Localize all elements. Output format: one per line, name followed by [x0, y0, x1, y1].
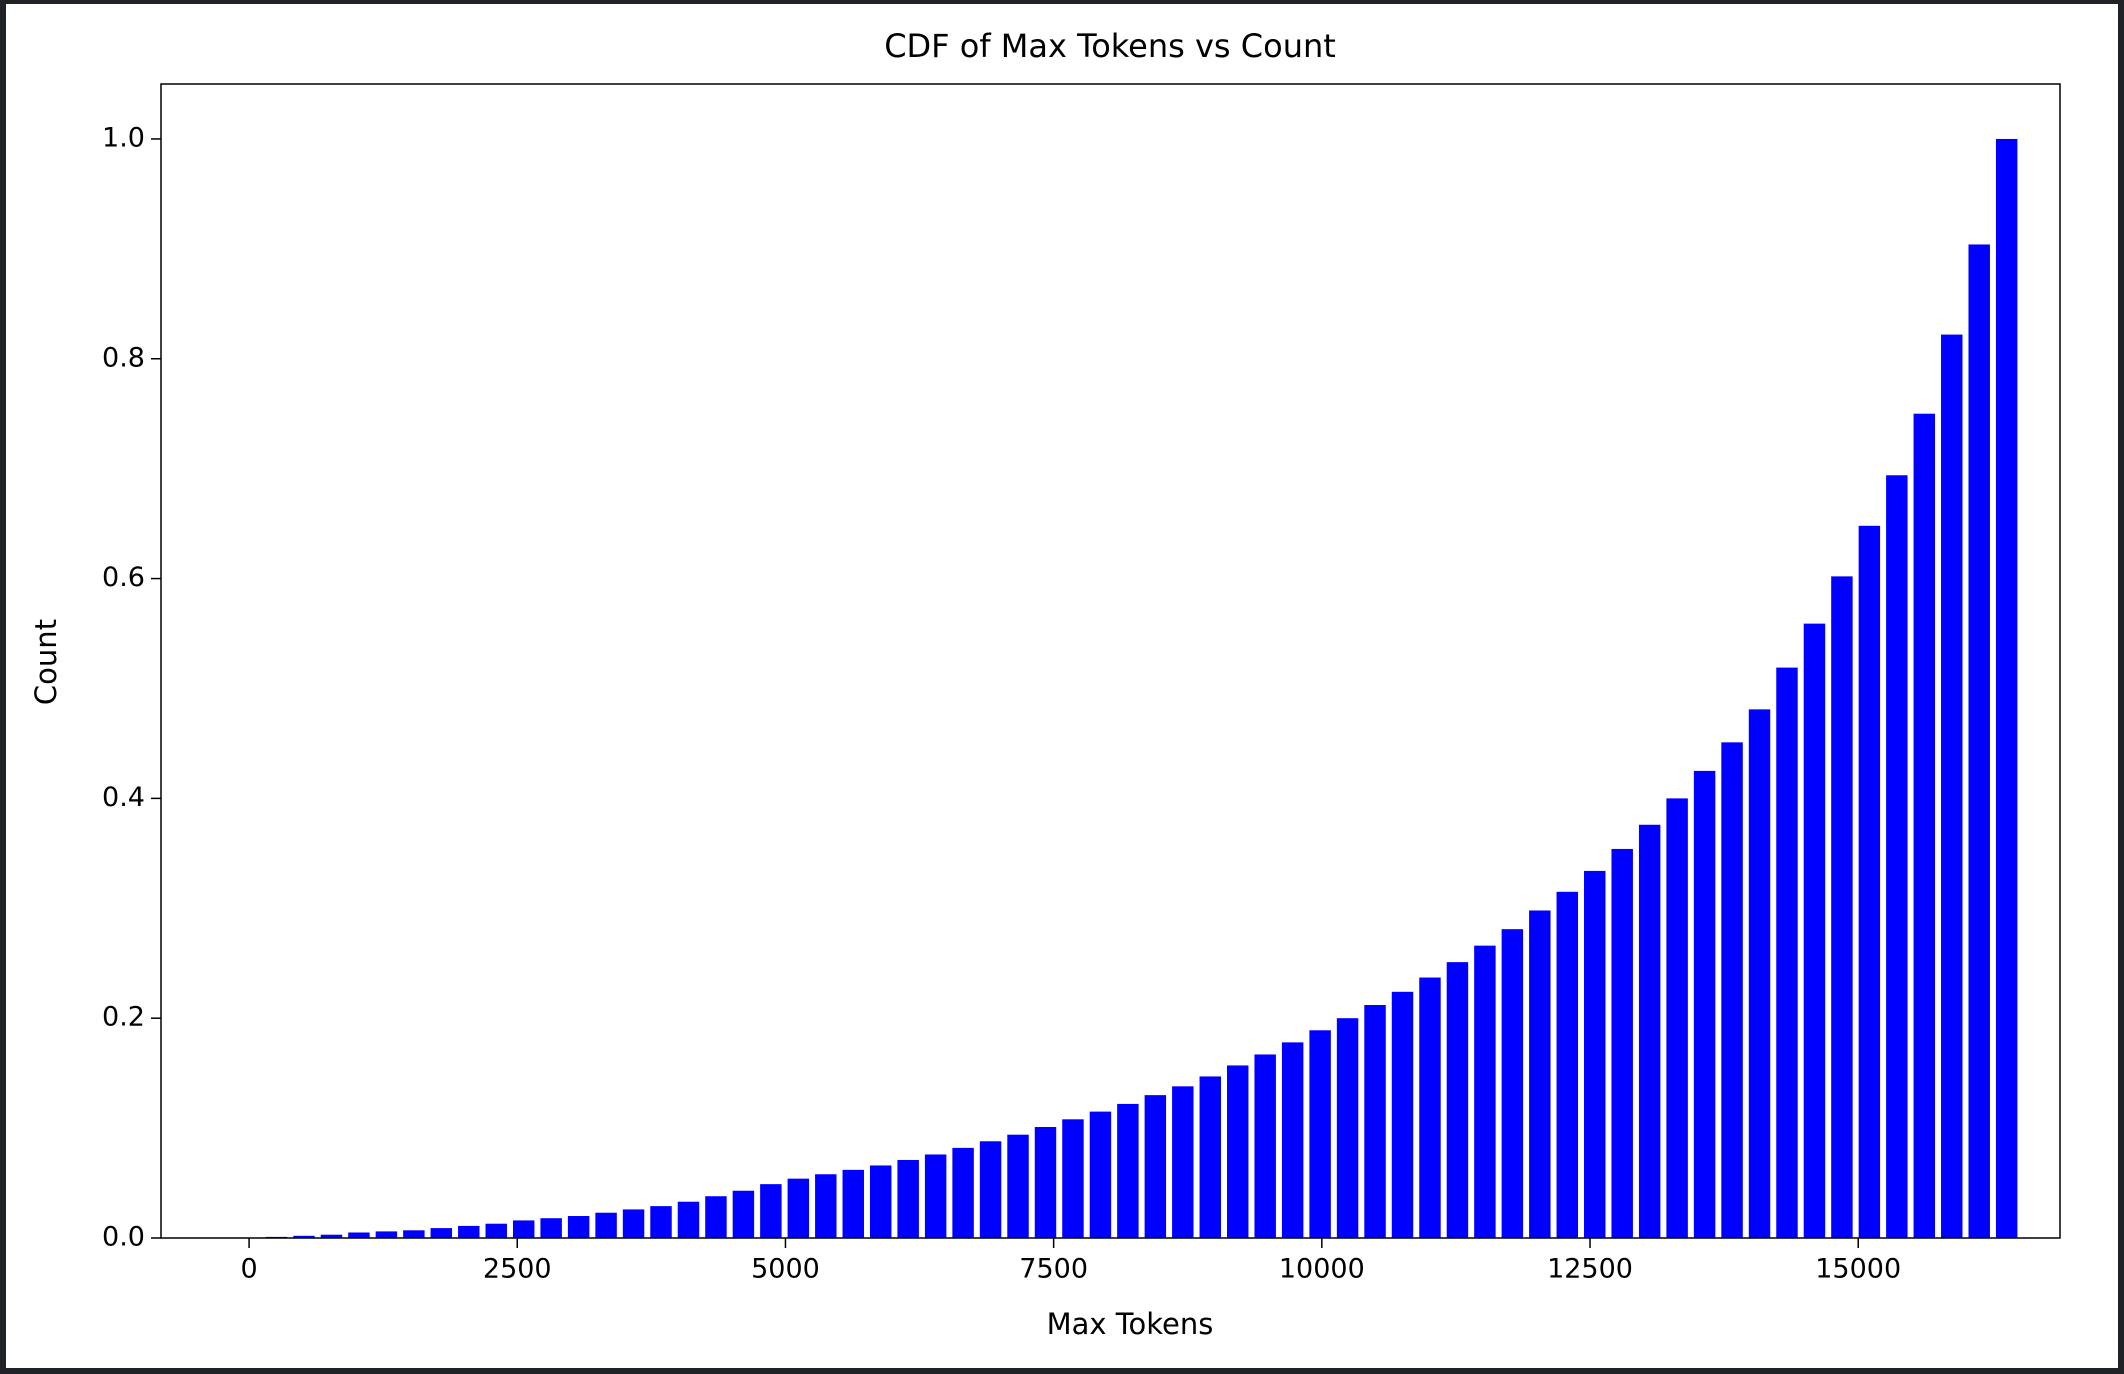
bar [1995, 138, 2018, 1238]
bar [403, 1230, 425, 1238]
bar [430, 1228, 453, 1238]
y-tick-label: 0.8 [102, 342, 145, 373]
bar [677, 1201, 700, 1238]
bar [512, 1220, 535, 1238]
bar [1611, 848, 1633, 1238]
bar [1556, 891, 1579, 1238]
bar [924, 1154, 947, 1238]
bar [1529, 910, 1551, 1238]
bar [595, 1212, 617, 1238]
bar [1446, 962, 1469, 1238]
bar [1364, 1005, 1386, 1238]
x-tick-label: 5000 [751, 1254, 820, 1285]
bar [1803, 623, 1826, 1238]
bar [1638, 824, 1661, 1238]
bar [1281, 1042, 1304, 1238]
bar [1144, 1095, 1167, 1238]
bar [1062, 1119, 1084, 1238]
bar [1117, 1103, 1139, 1238]
bar [458, 1225, 480, 1238]
bar [1474, 945, 1496, 1238]
plot-frame [160, 83, 2061, 1239]
bar [1501, 929, 1524, 1238]
chart-title: CDF of Max Tokens vs Count [884, 27, 1336, 65]
y-tick-label: 0.4 [102, 782, 145, 813]
bar [1391, 991, 1414, 1238]
bar [1831, 576, 1853, 1238]
bar [1584, 870, 1606, 1238]
bar [485, 1223, 507, 1238]
x-tick-label: 0 [240, 1254, 257, 1285]
bar [1748, 709, 1771, 1238]
bar [1776, 667, 1798, 1238]
bar [1007, 1134, 1029, 1238]
bar [1227, 1065, 1249, 1238]
bar [979, 1141, 1002, 1238]
bar [1419, 977, 1441, 1238]
bar [705, 1196, 727, 1238]
bar [1666, 798, 1688, 1238]
bar [1968, 244, 1990, 1239]
bar [1886, 475, 1908, 1238]
bar [1254, 1054, 1276, 1238]
bar [293, 1235, 315, 1238]
bar [760, 1184, 782, 1238]
y-axis-label: Count [29, 619, 63, 705]
bar [815, 1174, 837, 1238]
bar [787, 1178, 810, 1238]
bar [897, 1159, 919, 1238]
y-tick-label: 0.0 [102, 1222, 145, 1253]
bar [1913, 413, 1936, 1238]
bar [1172, 1086, 1194, 1238]
y-tick-label: 0.2 [102, 1002, 145, 1033]
bar [320, 1234, 343, 1238]
x-axis-label: Max Tokens [1047, 1307, 1214, 1341]
bar [348, 1232, 370, 1238]
bar [375, 1231, 398, 1238]
bar [869, 1165, 892, 1238]
bar [952, 1147, 974, 1238]
figure-background [6, 4, 2118, 1368]
x-tick-label: 15000 [1815, 1254, 1901, 1285]
bar [1858, 525, 1881, 1238]
bar [622, 1209, 645, 1238]
bar [1336, 1018, 1359, 1238]
bar [650, 1206, 672, 1238]
y-tick-label: 0.6 [102, 562, 145, 593]
bar [1693, 770, 1716, 1238]
x-tick-label: 2500 [483, 1254, 552, 1285]
bar [1199, 1076, 1221, 1238]
x-tick-label: 10000 [1279, 1254, 1365, 1285]
bar [842, 1169, 864, 1238]
bar [1941, 334, 1963, 1238]
bar [540, 1218, 562, 1238]
bar [732, 1190, 755, 1238]
y-tick-label: 1.0 [102, 122, 145, 153]
x-tick-label: 7500 [1019, 1254, 1088, 1285]
bar [1309, 1030, 1331, 1238]
bar [567, 1216, 590, 1238]
bar [1034, 1126, 1057, 1238]
x-tick-label: 12500 [1547, 1254, 1633, 1285]
bar [1089, 1111, 1112, 1238]
bar [1721, 742, 1743, 1238]
